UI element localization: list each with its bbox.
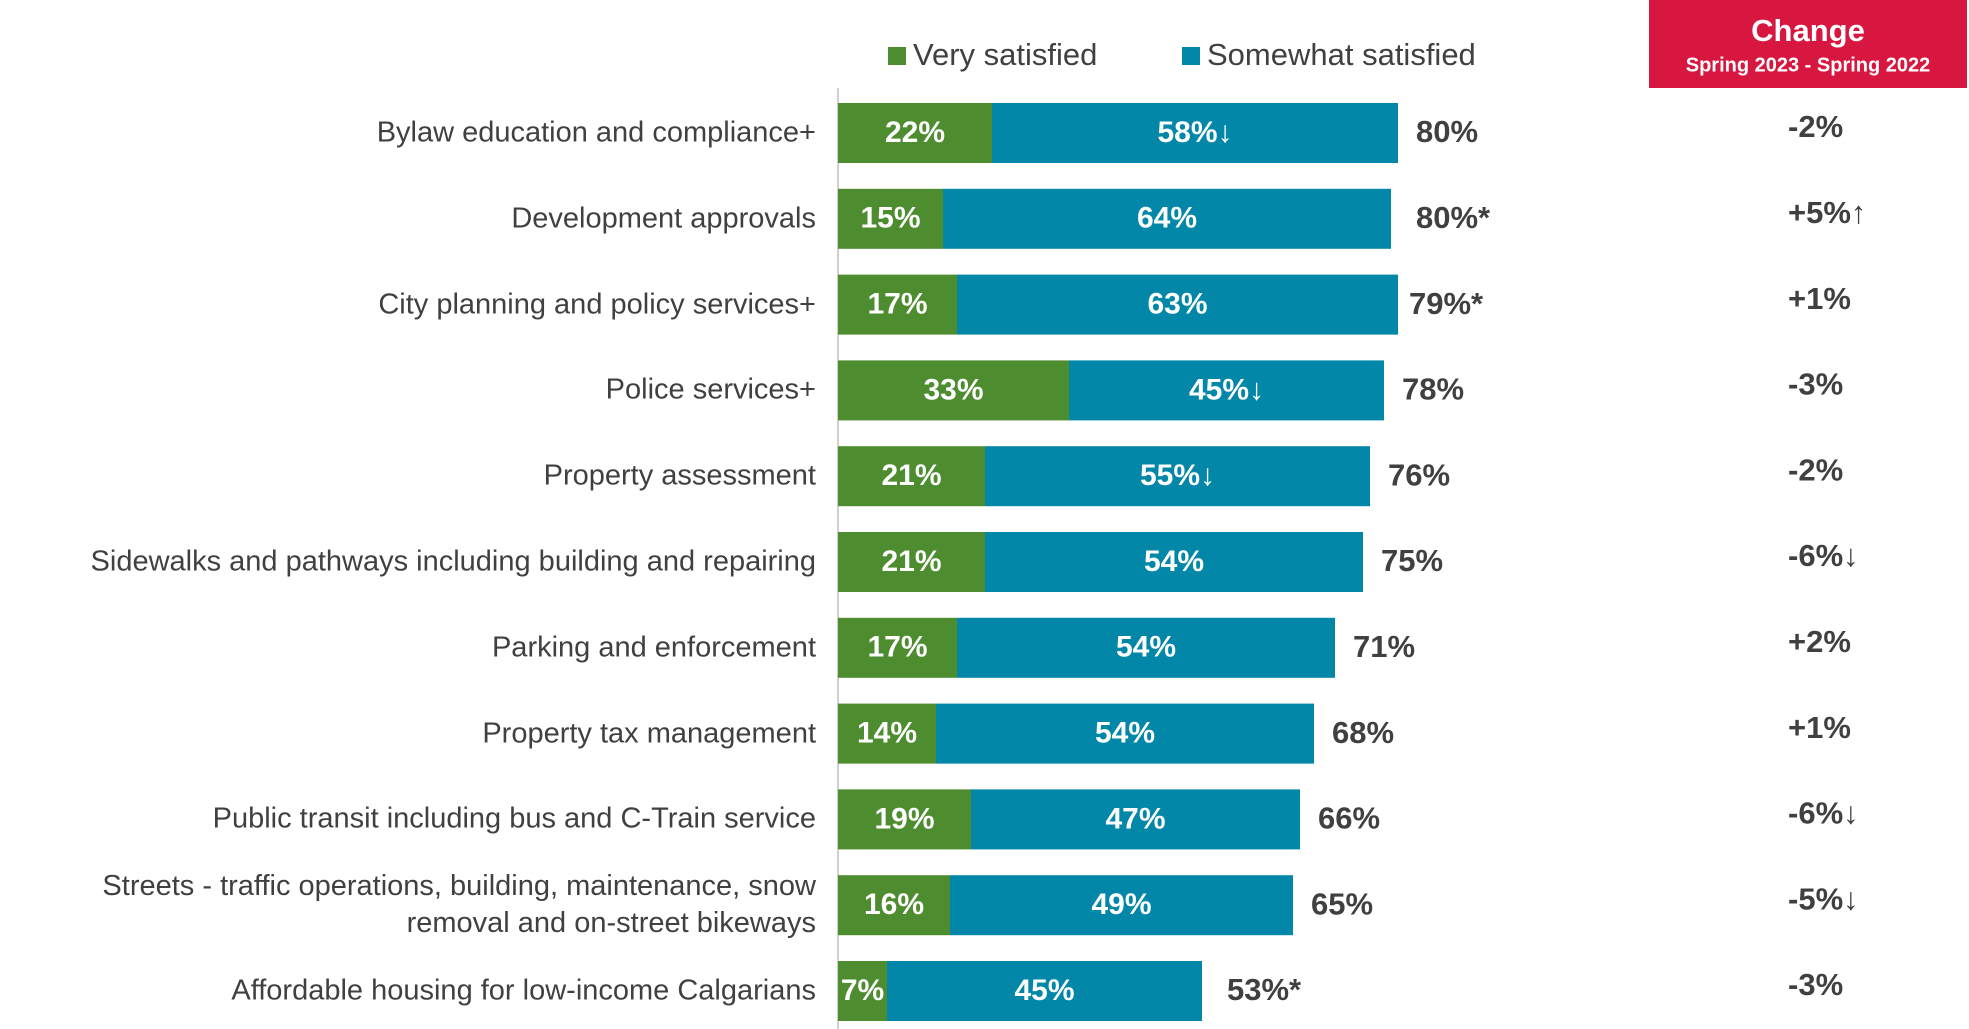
total-label: 80% <box>1416 114 1478 149</box>
change-label: +1% <box>1788 281 1851 316</box>
change-label: +2% <box>1788 624 1851 659</box>
bar-segment <box>887 961 1202 1021</box>
bar-segment <box>838 703 936 764</box>
category-label: Police services+ <box>605 373 816 406</box>
bar-segment <box>838 875 950 936</box>
bar-segment <box>838 961 887 1021</box>
bar-value-label: 21% <box>881 545 941 578</box>
total-label: 66% <box>1318 801 1380 836</box>
bar-segment <box>838 188 943 249</box>
bar-segment <box>936 703 1314 764</box>
change-label: -6%↓ <box>1788 538 1859 573</box>
bar-segment <box>838 532 985 592</box>
category-label: Affordable housing for low-income Calgar… <box>231 974 816 1007</box>
change-label: +1% <box>1788 710 1851 745</box>
legend-label: Very satisfied <box>913 37 1097 72</box>
bar-value-label: 7% <box>841 974 884 1007</box>
change-label: -3% <box>1788 367 1843 402</box>
bar-value-label: 54% <box>1095 717 1155 750</box>
bar-segment <box>950 875 1293 936</box>
category-label: Bylaw education and compliance+ <box>376 116 816 149</box>
category-label: Property assessment <box>543 459 816 492</box>
bar-segment <box>1069 360 1384 421</box>
bar-value-label: 17% <box>867 288 927 321</box>
bar-segment <box>838 617 957 678</box>
change-label: -2% <box>1788 109 1843 144</box>
total-label: 68% <box>1332 715 1394 750</box>
bar-segment <box>985 532 1363 592</box>
bar-value-label: 63% <box>1147 288 1207 321</box>
bar-segment <box>957 617 1335 678</box>
bar-value-label: 16% <box>864 888 924 921</box>
change-label: -6%↓ <box>1788 796 1859 831</box>
bar-value-label: 33% <box>923 373 983 406</box>
bar-segment <box>838 360 1069 421</box>
change-label: +5%↑ <box>1788 195 1866 230</box>
total-label: 76% <box>1388 457 1450 492</box>
bar-value-label: 55%↓ <box>1140 459 1215 492</box>
bar-value-label: 54% <box>1144 545 1204 578</box>
change-header <box>1649 0 1967 88</box>
bar-segment <box>838 789 971 850</box>
bar-value-label: 47% <box>1105 802 1165 835</box>
bar-value-label: 49% <box>1091 888 1151 921</box>
bar-segment <box>985 446 1370 507</box>
bar-value-label: 19% <box>874 802 934 835</box>
total-label: 71% <box>1353 629 1415 664</box>
bar-value-label: 58%↓ <box>1157 116 1232 149</box>
bar-value-label: 14% <box>857 717 917 750</box>
change-subtitle: Spring 2023 - Spring 2022 <box>1686 54 1931 76</box>
bar-segment <box>971 789 1300 850</box>
bar-segment <box>838 446 985 507</box>
change-label: -5%↓ <box>1788 881 1859 916</box>
bar-value-label: 45% <box>1014 974 1074 1007</box>
bar-segment <box>943 188 1391 249</box>
total-label: 79%* <box>1409 286 1484 321</box>
change-title: Change <box>1751 13 1865 48</box>
total-label: 78% <box>1402 372 1464 407</box>
bar-value-label: 45%↓ <box>1189 373 1264 406</box>
category-label: City planning and policy services+ <box>378 288 816 321</box>
legend-swatch <box>1182 47 1200 65</box>
legend-label: Somewhat satisfied <box>1207 37 1476 72</box>
bar-value-label: 54% <box>1116 631 1176 664</box>
total-label: 53%* <box>1227 972 1302 1007</box>
bar-segment <box>957 274 1398 335</box>
category-label: Parking and enforcement <box>491 631 816 664</box>
category-label: Public transit including bus and C-Train… <box>212 802 816 835</box>
category-label: Development approvals <box>511 202 816 235</box>
bar-value-label: 21% <box>881 459 941 492</box>
bar-segment <box>838 274 957 335</box>
bar-value-label: 17% <box>867 631 927 664</box>
bar-value-label: 15% <box>860 202 920 235</box>
total-label: 65% <box>1311 886 1373 921</box>
change-label: -3% <box>1788 967 1843 1002</box>
total-label: 75% <box>1381 543 1443 578</box>
bar-value-label: 22% <box>885 116 945 149</box>
total-label: 80%* <box>1416 200 1491 235</box>
category-label: Property tax management <box>482 717 816 750</box>
bar-value-label: 64% <box>1137 202 1197 235</box>
bar-segment <box>838 103 992 163</box>
legend-swatch <box>888 47 906 65</box>
category-label: Streets - traffic operations, building, … <box>102 870 816 940</box>
bar-segment <box>992 103 1398 163</box>
change-label: -2% <box>1788 452 1843 487</box>
category-label: Sidewalks and pathways including buildin… <box>90 545 816 578</box>
